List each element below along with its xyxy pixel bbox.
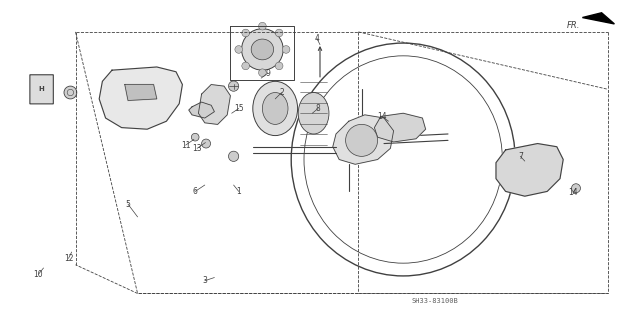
Polygon shape (125, 85, 157, 100)
FancyBboxPatch shape (30, 75, 53, 104)
Circle shape (259, 69, 266, 77)
Circle shape (191, 133, 199, 141)
Text: FR.: FR. (566, 21, 580, 30)
Text: 12: 12 (64, 254, 73, 263)
Text: 9: 9 (265, 69, 270, 78)
Circle shape (242, 62, 250, 70)
Polygon shape (496, 144, 563, 196)
Text: 10: 10 (33, 270, 44, 279)
Text: 15: 15 (234, 104, 244, 113)
Circle shape (282, 46, 290, 53)
Text: 6: 6 (193, 187, 198, 196)
Polygon shape (582, 13, 614, 24)
Text: 7: 7 (518, 152, 523, 161)
Ellipse shape (253, 81, 298, 136)
Circle shape (228, 151, 239, 161)
Ellipse shape (242, 29, 284, 70)
Ellipse shape (262, 93, 288, 124)
Text: SH33-83100B: SH33-83100B (412, 299, 459, 304)
Circle shape (64, 86, 77, 99)
Polygon shape (374, 113, 426, 142)
Circle shape (235, 46, 243, 53)
Polygon shape (99, 67, 182, 129)
Text: 14: 14 (377, 112, 387, 121)
Text: 11: 11 (181, 141, 190, 150)
Text: 14: 14 (568, 189, 578, 197)
Ellipse shape (517, 156, 543, 184)
Text: 1: 1 (236, 187, 241, 196)
Polygon shape (333, 115, 394, 164)
Circle shape (275, 62, 283, 70)
Circle shape (275, 29, 283, 37)
Ellipse shape (252, 39, 274, 60)
Circle shape (572, 184, 580, 193)
Text: 5: 5 (125, 200, 131, 209)
Circle shape (346, 124, 378, 156)
Ellipse shape (298, 93, 329, 134)
Text: 2: 2 (279, 88, 284, 97)
Text: 8: 8 (316, 104, 321, 113)
Circle shape (242, 29, 250, 37)
Text: 4: 4 (314, 34, 319, 43)
Polygon shape (189, 102, 214, 118)
Circle shape (228, 81, 239, 91)
Text: H: H (39, 86, 44, 92)
Text: 3: 3 (202, 276, 207, 285)
Circle shape (202, 139, 211, 148)
Circle shape (259, 22, 266, 30)
Polygon shape (198, 85, 230, 124)
Text: 13: 13 (192, 144, 202, 153)
